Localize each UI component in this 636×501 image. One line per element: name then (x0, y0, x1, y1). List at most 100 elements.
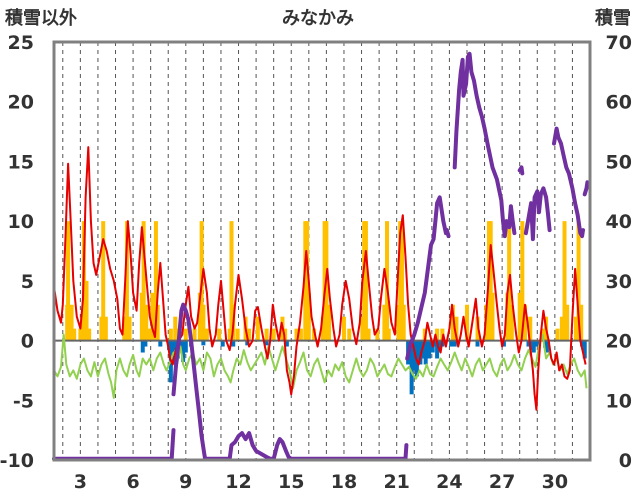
x-tick-label: 18 (331, 471, 357, 493)
snow-depth-line (517, 165, 525, 176)
x-tick-label: 27 (489, 471, 515, 493)
precipitation-bar (124, 221, 129, 341)
snowfall-bar (231, 340, 236, 347)
precipitation-bar (509, 304, 514, 341)
precipitation-bar (576, 221, 581, 341)
precipitation-bar (573, 316, 578, 341)
x-tick-label: 6 (126, 471, 139, 493)
precipitation-bar (382, 304, 387, 341)
precipitation-bar (141, 221, 146, 341)
snow-depth-line (523, 186, 552, 242)
snow-depth-line (552, 126, 585, 239)
precipitation-bar (375, 328, 380, 341)
precipitation-bar (69, 304, 74, 341)
right-tick-label: 0 (619, 450, 632, 472)
snowfall-bar (284, 340, 289, 347)
snowfall-bar (580, 340, 585, 347)
snowfall-bar (201, 340, 206, 346)
precipitation-bar (579, 304, 584, 341)
dewpoint-line (53, 333, 588, 399)
right-tick-label: 10 (606, 390, 632, 412)
left-tick-label: -10 (0, 450, 34, 472)
precipitation-bar (528, 316, 533, 341)
precipitation-bar (144, 304, 149, 341)
left-axis-ticks: -10 -5 0 5 10 15 20 25 (0, 32, 34, 472)
snowfall-bar (173, 340, 178, 351)
precipitation-bar (565, 304, 570, 341)
precipitation-bar (490, 292, 495, 341)
snowfall-bar (544, 340, 549, 353)
precipitation-bar (306, 292, 311, 341)
precipitation-bar (204, 328, 209, 341)
right-axis-label: 積雪 (594, 7, 631, 29)
precipitation-bar (520, 221, 525, 341)
snow-depth-line (52, 428, 176, 461)
precipitation-bar (488, 221, 493, 341)
left-tick-label: 25 (8, 32, 34, 54)
precipitation-bar (122, 316, 127, 341)
precipitation-bar (127, 316, 132, 341)
snowfall-bar (535, 340, 540, 347)
snowfall-bar (181, 340, 186, 363)
snowfall-bar (437, 340, 442, 351)
snowfall-bar (245, 340, 250, 346)
snowfall-bar (143, 340, 148, 347)
precipitation-bar (103, 316, 108, 341)
precipitation-bar (247, 328, 252, 341)
left-tick-label: 0 (21, 331, 34, 353)
precipitation-bar (386, 328, 391, 341)
precipitation-bar (435, 328, 440, 341)
snowfall-bar (178, 340, 183, 347)
precipitation-bar (401, 304, 406, 341)
precipitation-bar (87, 328, 92, 341)
snow-depth-line (444, 228, 451, 239)
snowfall-bar (452, 340, 457, 347)
snowfall-bar (475, 340, 480, 347)
snowfall-bar (529, 340, 534, 351)
precipitation-bar (155, 304, 160, 341)
precipitation-bar (84, 280, 89, 341)
snowfall-bar (409, 340, 414, 395)
right-tick-label: 20 (606, 331, 632, 353)
snowfall-bar (531, 340, 536, 353)
snowfall-bar (158, 340, 163, 347)
x-tick-label: 24 (436, 471, 462, 493)
precipitation-bar (555, 328, 560, 341)
x-tick-label: 12 (225, 471, 251, 493)
left-tick-label: 15 (8, 151, 34, 173)
precipitation-bar (146, 328, 151, 341)
right-tick-label: 60 (606, 92, 632, 114)
x-tick-label: 21 (383, 471, 409, 493)
precipitation-bar (201, 304, 206, 341)
precipitation-bar (264, 328, 269, 341)
precipitation-bar (153, 221, 158, 341)
x-tick-label: 15 (278, 471, 304, 493)
precipitation-bar (72, 328, 77, 341)
precipitation-bar (454, 316, 459, 341)
snowfall-bar (526, 340, 531, 347)
left-tick-label: -5 (13, 390, 34, 412)
x-tick-label: 3 (74, 471, 87, 493)
precipitation-bar (168, 328, 173, 341)
precipitation-bar (341, 316, 346, 341)
precipitation-bar (294, 328, 299, 341)
left-tick-label: 20 (8, 92, 34, 114)
right-axis-ticks: 0 10 20 30 40 50 60 70 (606, 32, 632, 472)
precipitation-bar (562, 221, 567, 341)
precipitation-bar (183, 328, 188, 341)
snowfall-bar (582, 340, 587, 359)
precipitation-bar (522, 304, 527, 341)
x-axis-ticks: 3 6 9 12 15 18 21 24 27 30 (74, 471, 568, 493)
plot-frame (52, 40, 592, 462)
x-tick-label: 9 (179, 471, 192, 493)
precipitation-bar (235, 328, 240, 341)
snow-depth-line (452, 51, 517, 239)
snowfall-bar (264, 340, 269, 346)
precipitation-bar (173, 316, 178, 341)
snowfall-bar (140, 340, 145, 353)
right-tick-label: 40 (606, 211, 632, 233)
left-tick-label: 10 (8, 211, 34, 233)
precipitation-bar (101, 221, 106, 341)
temperature-line (53, 146, 587, 411)
